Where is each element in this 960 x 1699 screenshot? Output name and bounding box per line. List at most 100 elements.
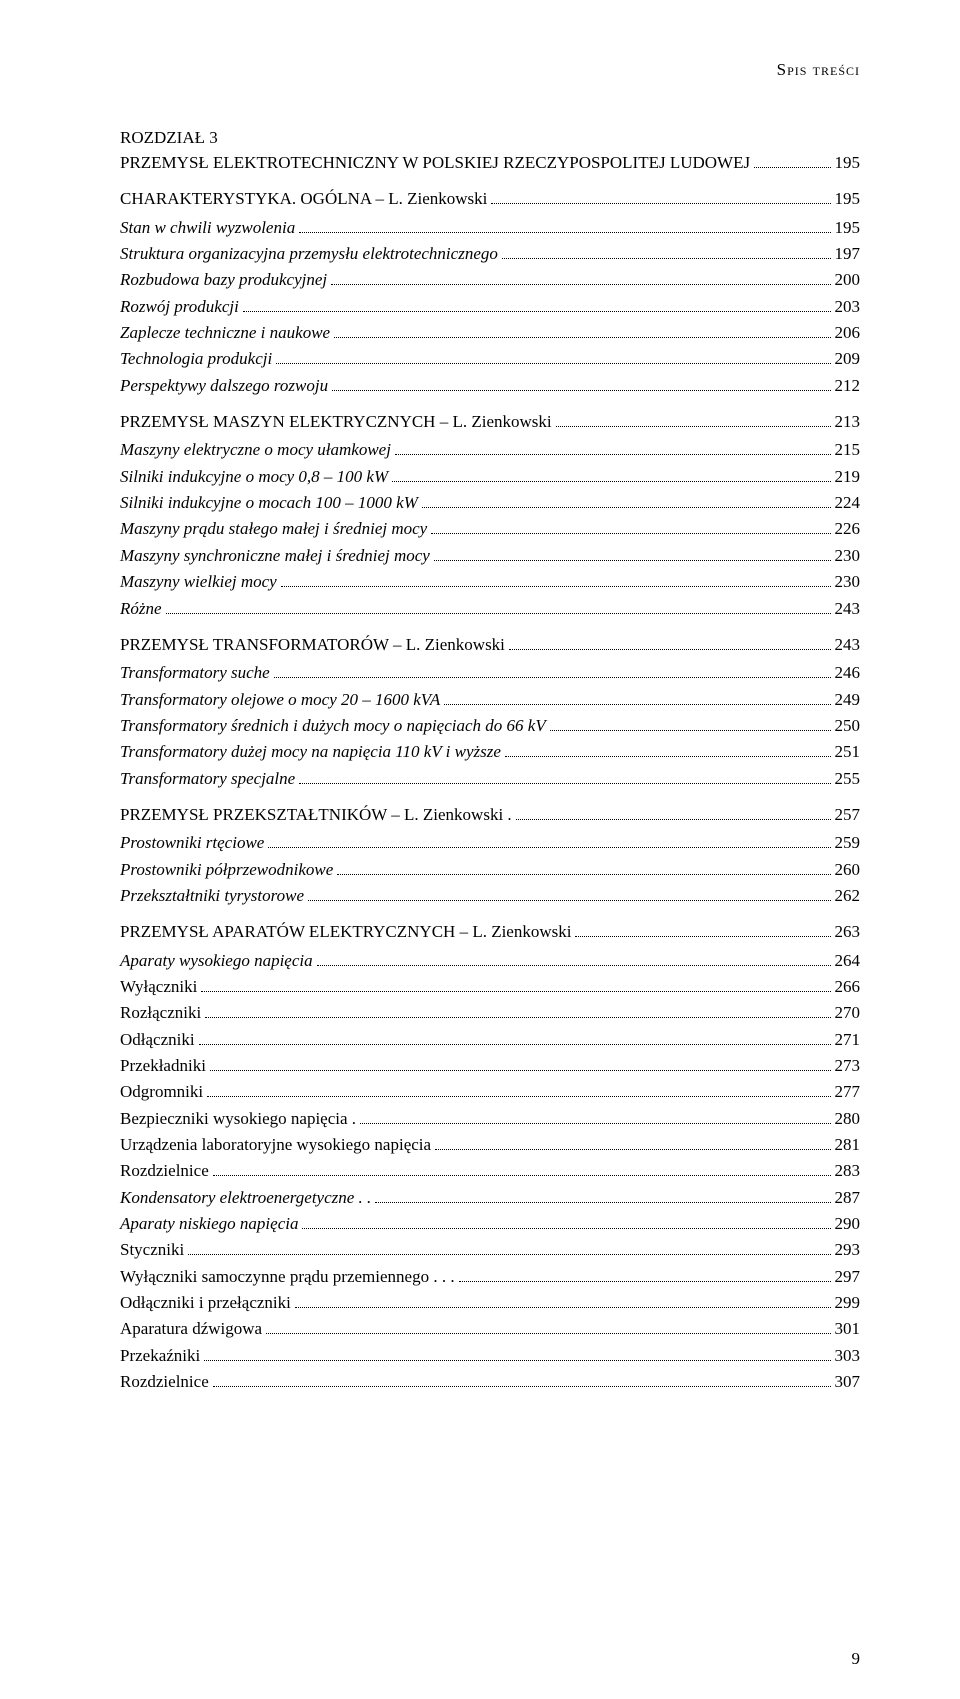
toc-line: PRZEMYSŁ TRANSFORMATORÓW – L. Zienkowski…: [120, 632, 860, 658]
toc-label: Urządzenia laboratoryjne wysokiego napię…: [120, 1132, 431, 1158]
toc-line: Maszyny synchroniczne małej i średniej m…: [120, 543, 860, 569]
toc-label: Rozdzielnice: [120, 1158, 209, 1184]
toc-line: Przekształtniki tyrystorowe262: [120, 883, 860, 909]
toc-label: Prostowniki rtęciowe: [120, 830, 264, 856]
toc-label: Przekładniki: [120, 1053, 206, 1079]
leader: [459, 1265, 831, 1281]
toc-label: Bezpieczniki wysokiego napięcia .: [120, 1106, 356, 1132]
toc-line: Prostowniki rtęciowe259: [120, 830, 860, 856]
leader: [422, 492, 831, 508]
chapter-headline: PRZEMYSŁ ELEKTROTECHNICZNY W POLSKIEJ RZ…: [120, 150, 860, 176]
toc-page: 219: [835, 464, 861, 490]
leader: [332, 374, 830, 390]
toc-line: Stan w chwili wyzwolenia195: [120, 215, 860, 241]
leader: [516, 804, 831, 820]
toc-page: 213: [835, 409, 861, 435]
leader: [188, 1239, 830, 1255]
toc-line: Transformatory dużej mocy na napięcia 11…: [120, 739, 860, 765]
page: Spis treści ROZDZIAŁ 3 PRZEMYSŁ ELEKTROT…: [0, 0, 960, 1699]
page-number: 9: [852, 1649, 861, 1669]
toc-line: Wyłączniki266: [120, 974, 860, 1000]
toc-page: 277: [835, 1079, 861, 1105]
toc-label: Rozwój produkcji: [120, 294, 239, 320]
toc-line: Kondensatory elektroenergetyczne . . 287: [120, 1185, 860, 1211]
toc-page: 206: [835, 320, 861, 346]
toc-line: Przekładniki273: [120, 1053, 860, 1079]
toc-line: Transformatory specjalne255: [120, 766, 860, 792]
toc-label: Silniki indukcyjne o mocach 100 – 1000 k…: [120, 490, 418, 516]
leader: [556, 411, 831, 427]
leader: [213, 1160, 831, 1176]
toc-line: Transformatory średnich i dużych mocy o …: [120, 713, 860, 739]
toc-line: Maszyny wielkiej mocy230: [120, 569, 860, 595]
leader: [299, 767, 830, 783]
leader: [434, 545, 831, 561]
toc-page: 297: [835, 1264, 861, 1290]
toc-line: Silniki indukcyjne o mocach 100 – 1000 k…: [120, 490, 860, 516]
toc-page: 271: [835, 1027, 861, 1053]
toc-page: 230: [835, 543, 861, 569]
leader: [334, 322, 830, 338]
leader: [204, 1344, 830, 1360]
toc-page: 260: [835, 857, 861, 883]
toc-label: Prostowniki półprzewodnikowe: [120, 857, 333, 883]
toc-line: Różne243: [120, 596, 860, 622]
toc-label: Styczniki: [120, 1237, 184, 1263]
leader: [331, 269, 830, 285]
toc-label: Transformatory średnich i dużych mocy o …: [120, 713, 546, 739]
toc-line: Urządzenia laboratoryjne wysokiego napię…: [120, 1132, 860, 1158]
leader: [502, 243, 831, 259]
toc-page: 249: [835, 687, 861, 713]
toc-line: Aparatura dźwigowa 301: [120, 1316, 860, 1342]
toc-line: Styczniki293: [120, 1237, 860, 1263]
toc-line: Rozdzielnice283: [120, 1158, 860, 1184]
leader: [302, 1213, 830, 1229]
toc-page: 215: [835, 437, 861, 463]
toc-page: 303: [835, 1343, 861, 1369]
toc-page: 266: [835, 974, 861, 1000]
toc-line: Maszyny prądu stałego małej i średniej m…: [120, 516, 860, 542]
toc-label: CHARAKTERYSTYKA. OGÓLNA – L. Zienkowski: [120, 186, 487, 212]
chapter-number: ROZDZIAŁ 3: [120, 128, 860, 148]
leader: [491, 188, 830, 204]
toc-page: 301: [835, 1316, 861, 1342]
leader: [375, 1186, 830, 1202]
toc-line: Perspektywy dalszego rozwoju212: [120, 373, 860, 399]
toc-line: PRZEMYSŁ PRZEKSZTAŁTNIKÓW – L. Zienkowsk…: [120, 802, 860, 828]
toc-label: Kondensatory elektroenergetyczne . .: [120, 1185, 371, 1211]
toc-page: 307: [835, 1369, 861, 1395]
leader: [308, 885, 831, 901]
toc-line: PRZEMYSŁ MASZYN ELEKTRYCZNYCH – L. Zienk…: [120, 409, 860, 435]
toc-page: 280: [835, 1106, 861, 1132]
toc-line: Bezpieczniki wysokiego napięcia . 280: [120, 1106, 860, 1132]
leader: [444, 688, 830, 704]
toc-line: Odgromniki277: [120, 1079, 860, 1105]
toc-page: 226: [835, 516, 861, 542]
toc-page: 230: [835, 569, 861, 595]
toc-label: Rozłączniki: [120, 1000, 201, 1026]
toc-body: CHARAKTERYSTYKA. OGÓLNA – L. Zienkowski1…: [120, 186, 860, 1395]
toc-page: 200: [835, 267, 861, 293]
toc-line: PRZEMYSŁ APARATÓW ELEKTRYCZNYCH – L. Zie…: [120, 919, 860, 945]
toc-line: Silniki indukcyjne o mocy 0,8 – 100 kW21…: [120, 464, 860, 490]
toc-label: Odłączniki i przełączniki: [120, 1290, 291, 1316]
leader: [243, 295, 831, 311]
toc-label: Aparatura dźwigowa: [120, 1316, 262, 1342]
toc-page: 209: [835, 346, 861, 372]
leader: [266, 1318, 830, 1334]
toc-line: Zaplecze techniczne i naukowe206: [120, 320, 860, 346]
toc-page: 250: [835, 713, 861, 739]
toc-page: 263: [835, 919, 861, 945]
toc-label: Struktura organizacyjna przemysłu elektr…: [120, 241, 498, 267]
leader: [395, 439, 831, 455]
leader: [754, 152, 830, 168]
toc-line: Transformatory olejowe o mocy 20 – 1600 …: [120, 687, 860, 713]
toc-label: Rozbudowa bazy produkcyjnej: [120, 267, 327, 293]
toc-page: 243: [835, 596, 861, 622]
toc-page: 287: [835, 1185, 861, 1211]
toc-label: PRZEMYSŁ APARATÓW ELEKTRYCZNYCH – L. Zie…: [120, 919, 571, 945]
toc-label: Maszyny prądu stałego małej i średniej m…: [120, 516, 427, 542]
toc-page: 251: [835, 739, 861, 765]
toc-page: 257: [835, 802, 861, 828]
toc-line: Rozbudowa bazy produkcyjnej 200: [120, 267, 860, 293]
